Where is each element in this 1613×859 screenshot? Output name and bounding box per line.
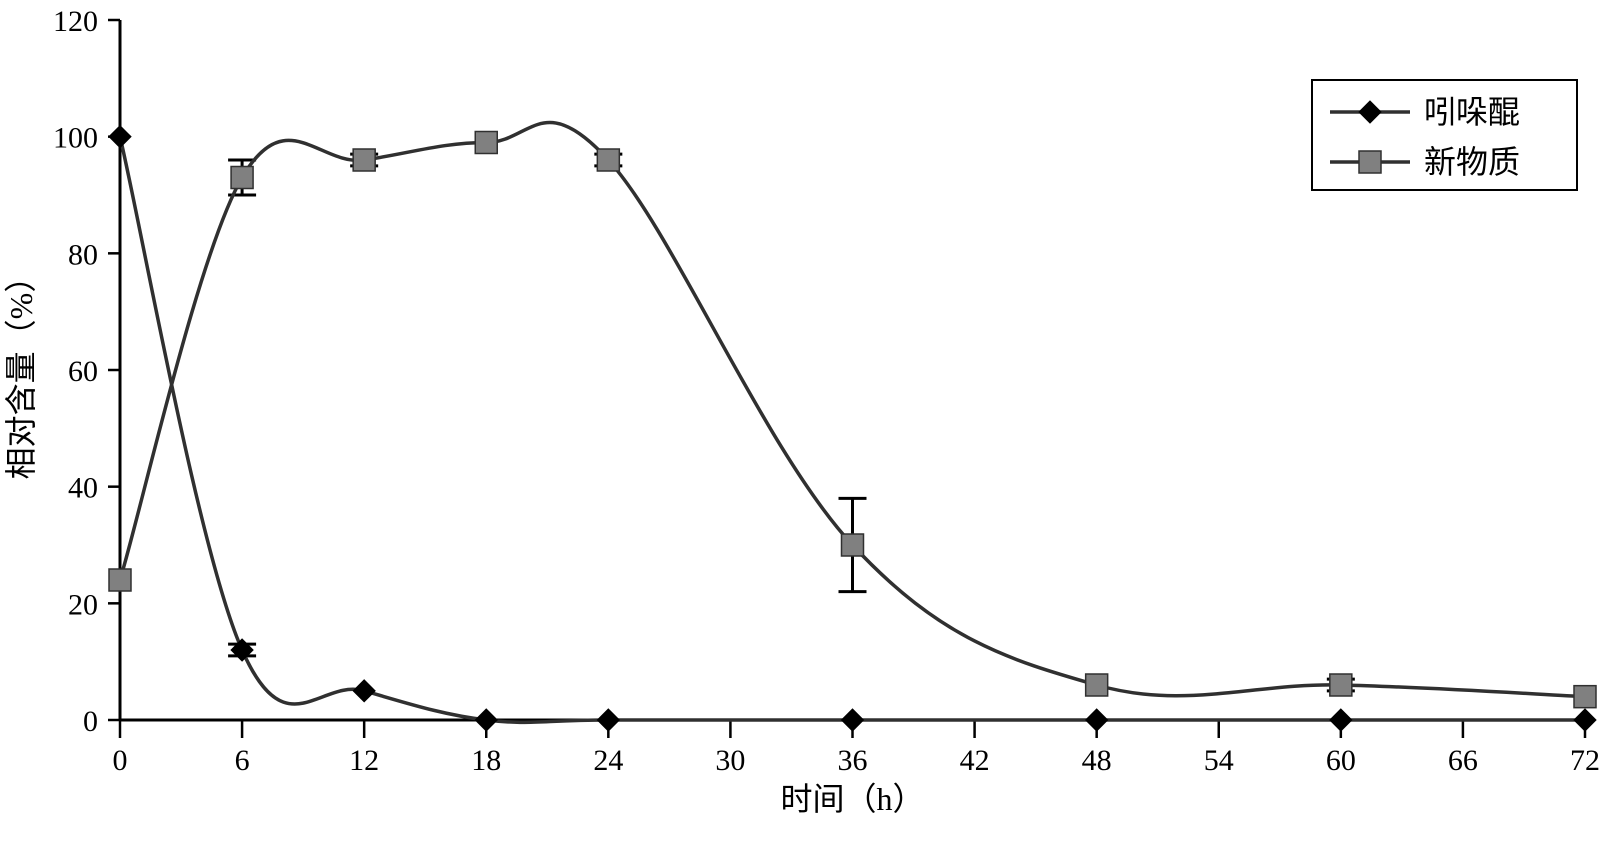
x-tick-label: 42 — [960, 744, 990, 777]
chart-container: 0 20 40 60 80 100 120 0 6 12 18 24 30 36 42 48 54 60 66 72 相… — [0, 0, 1613, 859]
series-line — [120, 123, 1585, 697]
x-tick-label: 60 — [1326, 744, 1356, 777]
x-tick-label: 72 — [1570, 744, 1600, 777]
series-0 — [109, 126, 1596, 731]
y-tick-label: 0 — [83, 705, 98, 738]
x-axis-label: 时间（h） — [780, 781, 924, 817]
x-tick-label: 12 — [349, 744, 379, 777]
square-marker — [1574, 686, 1596, 708]
series-1 — [109, 123, 1596, 708]
x-tick-label: 54 — [1204, 744, 1234, 777]
y-tick-label: 20 — [68, 588, 98, 621]
diamond-marker — [353, 680, 375, 702]
line-chart: 0 20 40 60 80 100 120 0 6 12 18 24 30 36 42 48 54 60 66 72 相… — [0, 0, 1613, 859]
square-marker — [842, 534, 864, 556]
x-tick-label: 48 — [1082, 744, 1112, 777]
square-marker — [1359, 151, 1381, 173]
legend-label: 吲哚醌 — [1424, 94, 1520, 130]
x-tick-label: 30 — [715, 744, 745, 777]
diamond-marker — [109, 126, 131, 148]
square-marker — [231, 167, 253, 189]
diamond-marker — [842, 709, 864, 731]
x-tick-label: 18 — [471, 744, 501, 777]
y-tick-label: 100 — [53, 122, 98, 155]
diamond-marker — [475, 709, 497, 731]
square-marker — [475, 132, 497, 154]
y-tick-label: 60 — [68, 355, 98, 388]
square-marker — [353, 149, 375, 171]
diamond-marker — [1574, 709, 1596, 731]
series-line — [120, 137, 1585, 723]
y-tick-label: 40 — [68, 472, 98, 505]
x-tick-label: 66 — [1448, 744, 1478, 777]
y-tick-label: 120 — [53, 5, 98, 38]
x-tick-label: 0 — [113, 744, 128, 777]
square-marker — [1086, 674, 1108, 696]
y-tick-label: 80 — [68, 238, 98, 271]
square-marker — [597, 149, 619, 171]
diamond-marker — [1330, 709, 1352, 731]
diamond-marker — [597, 709, 619, 731]
diamond-marker — [1086, 709, 1108, 731]
diamond-marker — [231, 639, 253, 661]
x-tick-label: 6 — [235, 744, 250, 777]
x-tick-label: 24 — [593, 744, 623, 777]
square-marker — [109, 569, 131, 591]
x-tick-label: 36 — [838, 744, 868, 777]
y-axis-label: 相对含量（%） — [3, 261, 39, 480]
square-marker — [1330, 674, 1352, 696]
legend-label: 新物质 — [1424, 144, 1520, 180]
